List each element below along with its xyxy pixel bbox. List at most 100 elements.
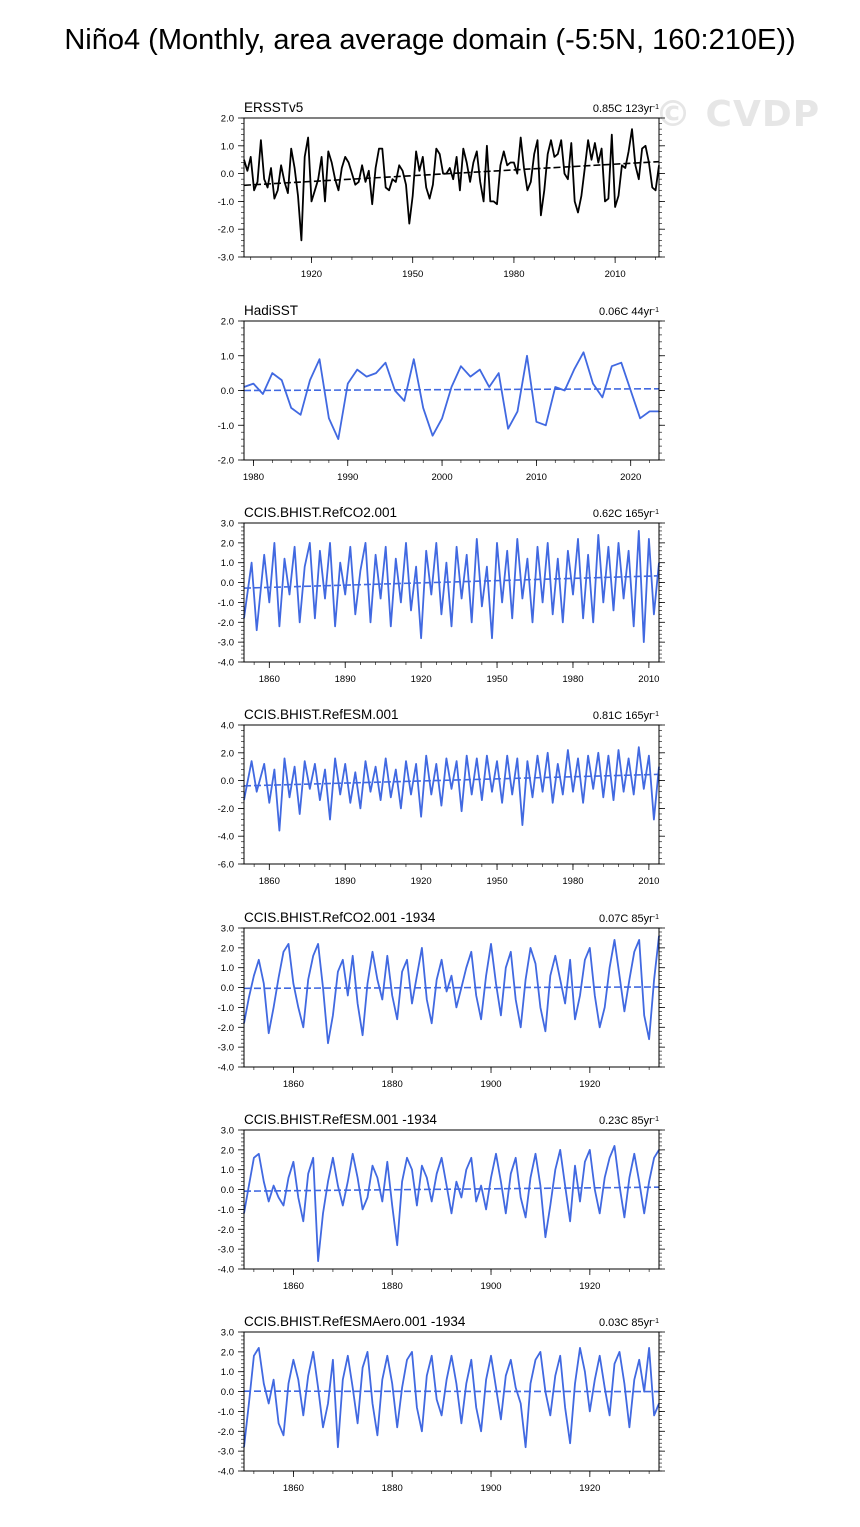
- panel-7: CCIS.BHIST.RefESMAero.001 -1934 0.03C 85y…: [218, 1314, 665, 1494]
- y-tick-label: 3.0: [221, 519, 234, 530]
- trend-line: [243, 387, 660, 392]
- x-tick-label: 1880: [382, 1281, 403, 1292]
- trend-exponent: -1: [653, 307, 659, 314]
- y-tick-label: -1.0: [218, 598, 234, 609]
- trend-exponent: -1: [653, 104, 659, 111]
- y-tick-label: 1.0: [221, 1165, 234, 1176]
- x-tick-label: 1900: [480, 1079, 501, 1090]
- trend-exponent: -1: [653, 509, 659, 516]
- y-tick-label: 4.0: [221, 721, 234, 732]
- y-tick-label: 0.0: [221, 386, 234, 397]
- y-tick-label: -2.0: [218, 1225, 234, 1236]
- y-tick-label: -2.0: [218, 618, 234, 629]
- series-line: [243, 1347, 660, 1449]
- y-tick-label: -4.0: [218, 658, 234, 669]
- y-tick-label: 1.0: [221, 351, 234, 362]
- y-tick-label: 1.0: [221, 558, 234, 569]
- trend-line: [243, 575, 660, 589]
- y-tick-label: -1.0: [218, 1205, 234, 1216]
- plot-frame: [243, 320, 660, 461]
- panel-title: CCIS.BHIST.RefCO2.001 -1934: [244, 910, 436, 925]
- y-tick-label: 0.0: [221, 1387, 234, 1398]
- y-tick-label: -4.0: [218, 1467, 234, 1478]
- y-tick-label: -1.0: [218, 1003, 234, 1014]
- panel-title: ERSSTv5: [244, 100, 303, 115]
- trend-label: 0.03C 85yr-1: [599, 1317, 659, 1329]
- cvdp-watermark: © CVDP: [655, 94, 821, 135]
- x-tick-label: 1980: [562, 674, 583, 685]
- x-tick-label: 1900: [480, 1281, 501, 1292]
- x-tick-label: 2010: [638, 674, 659, 685]
- series-line: [243, 746, 660, 832]
- y-tick-label: -4.0: [218, 1265, 234, 1276]
- trend-label: 0.62C 165yr-1: [593, 508, 659, 520]
- y-tick-label: -1.0: [218, 197, 234, 208]
- x-tick-label: 1950: [486, 876, 507, 887]
- trend-exponent: -1: [653, 711, 659, 718]
- y-tick-label: 1.0: [221, 141, 234, 152]
- panel-6: CCIS.BHIST.RefESM.001 -1934 0.23C 85yr-1-…: [218, 1112, 665, 1292]
- x-tick-label: 1860: [283, 1281, 304, 1292]
- y-tick-label: -2.0: [218, 1023, 234, 1034]
- y-tick-label: 0.0: [221, 983, 234, 994]
- y-tick-label: 2.0: [221, 1145, 234, 1156]
- series-line: [243, 935, 660, 1045]
- y-tick-label: 2.0: [221, 317, 234, 328]
- trend-line: [243, 1186, 660, 1192]
- panel-1: ERSSTv5 0.85C 123yr-1 -3.0 -2.0 -1.0 0.0 1.0 2.…: [218, 100, 665, 280]
- panel-title: HadiSST: [244, 303, 298, 318]
- x-tick-label: 1950: [402, 269, 423, 280]
- panel-title: CCIS.BHIST.RefESM.001: [244, 707, 399, 722]
- x-tick-label: 1920: [579, 1281, 600, 1292]
- y-tick-label: 2.0: [221, 943, 234, 954]
- y-tick-label: 0.0: [221, 1185, 234, 1196]
- y-tick-label: -3.0: [218, 638, 234, 649]
- y-tick-label: -1.0: [218, 421, 234, 432]
- trend-exponent: -1: [653, 1116, 659, 1123]
- y-tick-label: -2.0: [218, 804, 234, 815]
- series-line: [243, 351, 659, 440]
- x-tick-label: 1920: [411, 876, 432, 887]
- y-tick-label: 3.0: [221, 1328, 234, 1339]
- plot-frame: [243, 927, 660, 1068]
- y-tick-label: -1.0: [218, 1407, 234, 1418]
- trend-label: 0.06C 44yr-1: [599, 306, 659, 318]
- panel-4: CCIS.BHIST.RefESM.001 0.81C 165yr-1 -6.0 -4…: [218, 707, 665, 887]
- x-tick-label: 2010: [638, 876, 659, 887]
- plot-frame: [243, 117, 660, 258]
- y-tick-label: -4.0: [218, 1063, 234, 1074]
- plot-frame: [243, 1331, 660, 1472]
- y-tick-label: 2.0: [221, 538, 234, 549]
- x-tick-label: 1920: [579, 1483, 600, 1494]
- x-tick-label: 1880: [382, 1483, 403, 1494]
- trend-line: [243, 160, 660, 187]
- x-tick-label: 2010: [526, 472, 547, 483]
- x-tick-label: 2020: [620, 472, 641, 483]
- y-tick-label: -3.0: [218, 1447, 234, 1458]
- plot-frame: [243, 1129, 660, 1270]
- y-tick-label: -3.0: [218, 253, 234, 264]
- panel-title: CCIS.BHIST.RefESM.001 -1934: [244, 1112, 437, 1127]
- x-tick-label: 1920: [411, 674, 432, 685]
- panel-3: CCIS.BHIST.RefCO2.001 0.62C 165yr-1 -4.0 -3…: [218, 505, 665, 685]
- x-tick-label: 1920: [579, 1079, 600, 1090]
- y-tick-label: 2.0: [221, 114, 234, 125]
- x-tick-label: 1980: [243, 472, 264, 483]
- panel-5: CCIS.BHIST.RefCO2.001 -1934 0.07C 85yr-1 -…: [218, 910, 665, 1090]
- x-tick-label: 1890: [335, 674, 356, 685]
- panel-title: CCIS.BHIST.RefCO2.001: [244, 505, 397, 520]
- y-tick-label: -2.0: [218, 456, 234, 467]
- trend-label: 0.07C 85yr-1: [599, 913, 659, 925]
- y-tick-label: -3.0: [218, 1245, 234, 1256]
- x-tick-label: 1880: [382, 1079, 403, 1090]
- x-tick-label: 1920: [301, 269, 322, 280]
- panel-2: HadiSST 0.06C 44yr-1 -2.0 -1.0 0.0 1.0 2.0 1980…: [218, 303, 665, 483]
- x-tick-label: 1990: [337, 472, 358, 483]
- x-tick-label: 1900: [480, 1483, 501, 1494]
- trend-line: [243, 986, 660, 990]
- y-tick-label: 0.0: [221, 776, 234, 787]
- x-tick-label: 1980: [562, 876, 583, 887]
- figure-title: Niño4 (Monthly, area average domain (-5:…: [64, 24, 796, 56]
- x-tick-label: 1890: [335, 876, 356, 887]
